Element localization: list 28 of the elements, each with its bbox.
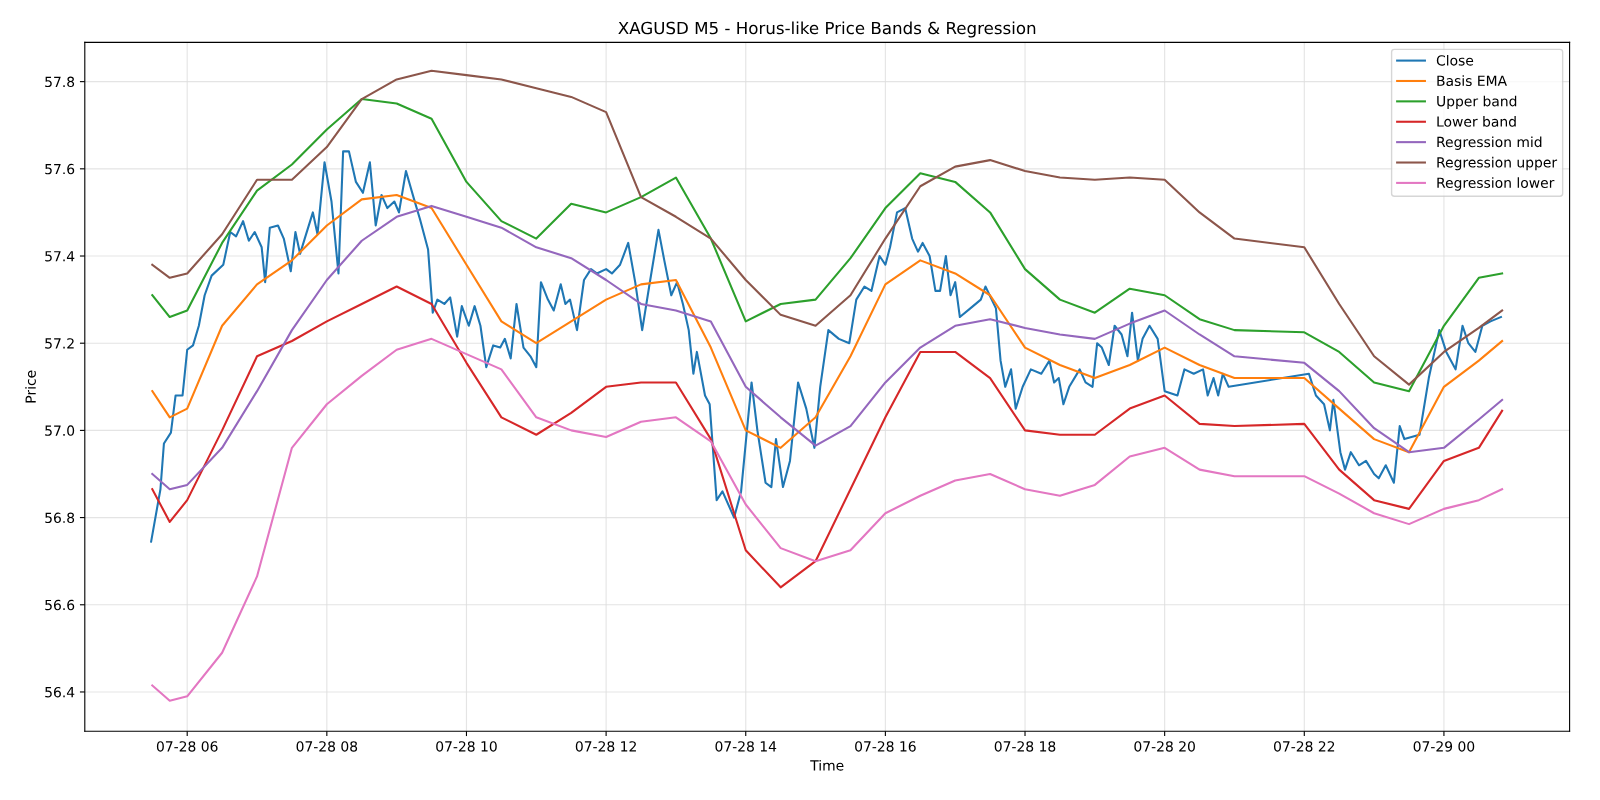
- x-tick-label: 07-28 20: [1134, 741, 1195, 752]
- legend-label: Lower band: [1437, 116, 1516, 127]
- chart-title: XAGUSD M5 - Horus-like Price Bands & Regression: [618, 21, 1036, 38]
- x-tick-label: 07-28 10: [436, 741, 497, 752]
- x-tick-label: 07-28 18: [994, 741, 1056, 752]
- y-tick-label: 57.2: [45, 338, 74, 349]
- x-tick-label: 07-28 16: [855, 741, 916, 752]
- x-axis-title: Time: [810, 759, 844, 771]
- legend-label: Regression lower: [1437, 177, 1555, 191]
- y-tick-label: 56.4: [45, 686, 75, 698]
- legend-label: Regression upper: [1437, 156, 1558, 171]
- legend-label: Basis EMA: [1437, 75, 1507, 87]
- x-tick-label: 07-28 08: [296, 741, 358, 752]
- x-tick-label: 07-28 22: [1273, 741, 1335, 752]
- legend-label: Close: [1436, 54, 1474, 66]
- legend-label: Regression mid: [1437, 136, 1542, 150]
- y-tick-label: 57.4: [45, 251, 75, 262]
- x-tick-label: 07-29 00: [1413, 741, 1475, 752]
- y-axis-title: Price: [25, 370, 36, 403]
- x-tick-label: 07-28 12: [575, 741, 636, 752]
- y-tick-label: 57.6: [45, 163, 75, 175]
- x-tick-label: 07-28 06: [156, 741, 218, 752]
- y-tick-label: 57.0: [45, 425, 75, 436]
- x-tick-label: 07-28 14: [715, 741, 777, 752]
- y-tick-label: 56.6: [45, 599, 75, 611]
- legend-label: Upper band: [1437, 95, 1517, 110]
- y-tick-label: 56.8: [45, 512, 75, 524]
- y-tick-label: 57.8: [45, 76, 75, 88]
